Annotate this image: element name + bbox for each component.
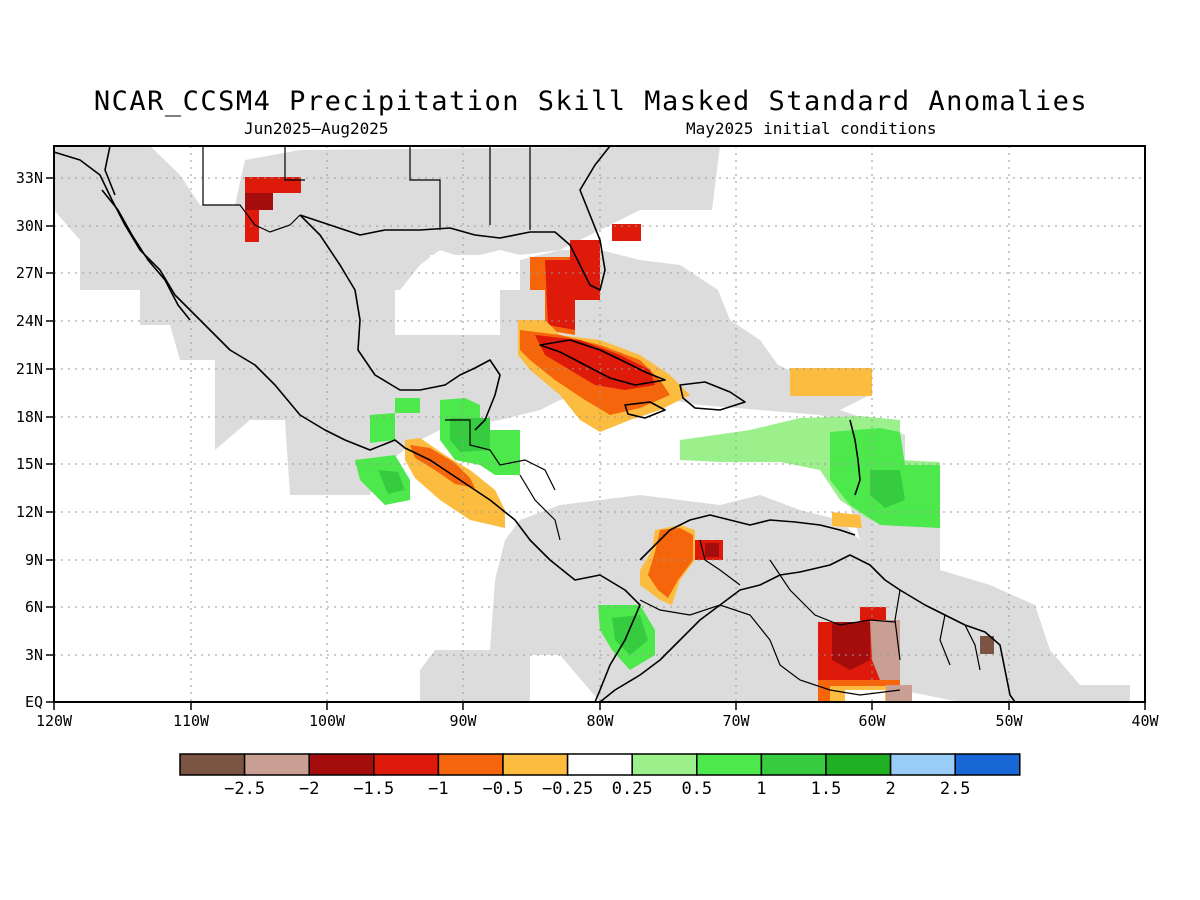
longitude-labels: 120W 110W 100W 90W 80W 70W 60W 50W 40W — [36, 712, 1160, 730]
lat-label: 33N — [16, 169, 43, 187]
latitude-labels: EQ 3N 6N 9N 12N 15N 18N 21N 24N 27N 30N … — [16, 169, 43, 711]
colorbar-label: −0.25 — [542, 779, 593, 799]
lat-label: 15N — [16, 455, 43, 473]
colorbar-label: 0.25 — [612, 779, 653, 799]
lon-label: 100W — [309, 712, 346, 730]
colorbar-swatch — [889, 753, 956, 776]
lat-label: 24N — [16, 312, 43, 330]
colorbar-label: 2.5 — [940, 779, 971, 799]
axis-ticks — [46, 177, 1146, 710]
lat-label: 3N — [25, 646, 43, 664]
borders — [202, 146, 981, 696]
lon-label: 120W — [36, 712, 73, 730]
colorbar-swatch — [954, 753, 1021, 776]
colorbar-swatch — [631, 753, 698, 776]
colorbar-label: 1 — [756, 779, 766, 799]
lat-label: 27N — [16, 264, 43, 282]
init-conditions-label: May2025 initial conditions — [686, 119, 937, 138]
colorbar-swatch — [243, 753, 310, 776]
colorbar-swatch — [696, 753, 763, 776]
colorbar-label: −2.5 — [224, 779, 265, 799]
lat-label: 18N — [16, 408, 43, 426]
colorbar-label: 2 — [885, 779, 895, 799]
lat-label: 30N — [16, 217, 43, 235]
map-title: NCAR_CCSM4 Precipitation Skill Masked St… — [93, 86, 1089, 117]
colorbar-label: 1.5 — [811, 779, 842, 799]
lat-label: 9N — [25, 551, 43, 569]
colorbar-label: 0.5 — [681, 779, 712, 799]
lon-label: 60W — [858, 712, 886, 730]
colorbar-swatch — [760, 753, 827, 776]
period-label: Jun2025–Aug2025 — [244, 119, 389, 138]
colorbar — [179, 753, 1021, 776]
colorbar-swatch — [308, 753, 375, 776]
colorbar-swatch — [566, 753, 633, 776]
colorbar-swatch — [373, 753, 440, 776]
lon-label: 80W — [586, 712, 614, 730]
colorbar-swatch — [502, 753, 569, 776]
lon-label: 70W — [722, 712, 750, 730]
coastlines — [54, 146, 1016, 702]
lat-label: 21N — [16, 360, 43, 378]
colorbar-label: −2 — [299, 779, 319, 799]
lat-label: EQ — [25, 693, 43, 711]
colorbar-label: −0.5 — [483, 779, 524, 799]
colorbar-label: −1.5 — [353, 779, 394, 799]
colorbar-labels: −2.5 −2 −1.5 −1 −0.5 −0.25 0.25 0.5 1 1.5 2 2.5 — [224, 779, 970, 799]
lon-label: 90W — [449, 712, 477, 730]
colorbar-swatch — [437, 753, 504, 776]
lat-label: 12N — [16, 503, 43, 521]
lon-label: 40W — [1131, 712, 1159, 730]
colorbar-swatch — [825, 753, 892, 776]
lat-label: 6N — [25, 598, 43, 616]
dry-anomalies — [245, 177, 994, 702]
lon-label: 50W — [995, 712, 1023, 730]
colorbar-label: −1 — [428, 779, 448, 799]
colorbar-swatch — [179, 753, 246, 776]
lon-label: 110W — [173, 712, 210, 730]
